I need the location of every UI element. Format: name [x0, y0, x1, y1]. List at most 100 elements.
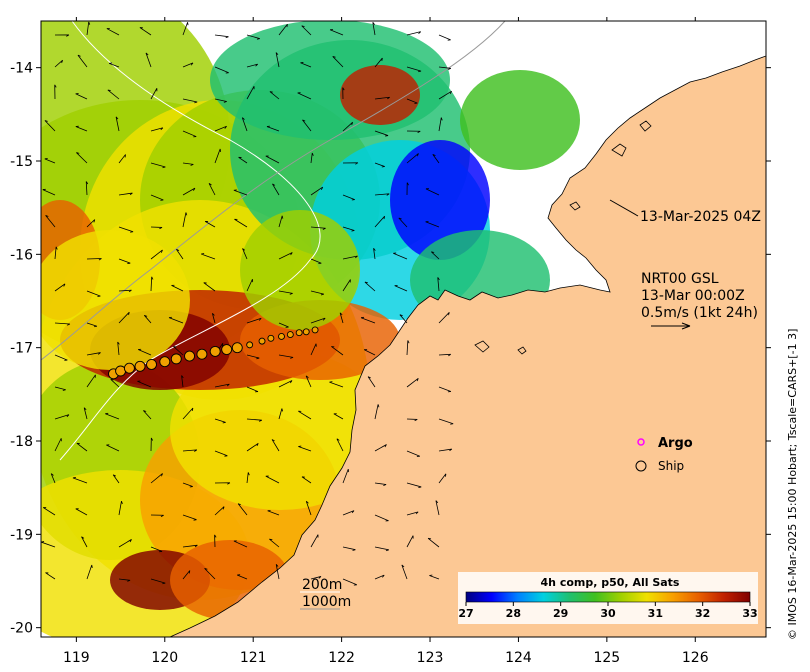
current-arrow: [394, 285, 408, 292]
current-arrow: [168, 316, 184, 324]
current-arrow: [76, 152, 88, 164]
current-arrow: [398, 217, 408, 228]
colorbar: 4h comp, p50, All Sats 27 28 29 30 31 32 33: [458, 572, 758, 624]
current-arrow: [86, 564, 93, 580]
current-arrow: [246, 86, 255, 100]
current-arrow: [267, 509, 280, 516]
current-arrow: [86, 374, 96, 388]
current-arrow: [50, 473, 56, 484]
current-arrow: [106, 444, 120, 452]
current-arrow: [54, 34, 70, 37]
current-arrow: [118, 154, 126, 164]
current-arrow: [118, 258, 131, 265]
current-arrow: [406, 377, 419, 388]
current-arrow: [329, 381, 344, 388]
current-arrow: [246, 354, 260, 360]
current-arrow: [150, 127, 164, 132]
current-arrow: [150, 546, 163, 553]
current-arrow: [54, 438, 62, 452]
current-arrow: [118, 500, 123, 516]
current-arrow: [182, 98, 198, 104]
sst-time-label: 13-Mar-2025 04Z: [640, 209, 761, 225]
current-arrow: [204, 567, 216, 580]
x-tick-label: 126: [682, 650, 709, 666]
current-arrow: [86, 290, 101, 297]
current-arrow: [401, 564, 408, 580]
current-arrow: [331, 346, 344, 356]
current-arrow: [107, 89, 120, 100]
current-arrow: [45, 215, 56, 228]
current-arrow: [86, 219, 96, 228]
current-arrow: [182, 407, 194, 420]
current-arrow: [271, 439, 280, 452]
current-arrow: [374, 482, 387, 486]
x-tick-label: 125: [593, 650, 620, 666]
current-arrow: [246, 317, 262, 324]
current-arrow: [214, 450, 228, 457]
current-arrow: [233, 189, 248, 196]
ship-track-point: [295, 329, 303, 337]
current-arrow: [150, 473, 163, 484]
current-arrow: [150, 514, 164, 518]
current-arrow: [310, 317, 326, 324]
current-arrow: [342, 546, 356, 551]
ship-track-point: [170, 353, 182, 365]
x-tick-label: 123: [417, 650, 444, 666]
credit-text: © IMOS 16-Mar-2025 15:00 Hobart; Tscale=…: [786, 328, 799, 640]
current-scale-arrow: [651, 322, 691, 330]
current-arrow: [118, 192, 133, 196]
current-arrow: [429, 574, 440, 580]
current-arrow: [298, 445, 312, 452]
current-arrow: [182, 187, 196, 196]
x-tick-label: 121: [240, 650, 267, 666]
current-arrow: [406, 66, 422, 73]
ship-track: [108, 326, 319, 380]
current-arrow: [329, 29, 344, 36]
current-arrow: [406, 153, 419, 164]
current-arrow: [374, 96, 390, 100]
current-arrow: [438, 386, 452, 393]
current-arrow: [342, 510, 355, 516]
y-tick-label: -15: [10, 154, 33, 170]
current-arrow: [86, 322, 98, 328]
current-arrow: [182, 449, 198, 452]
current-arrow: [435, 500, 440, 516]
current-arrow: [214, 506, 225, 516]
colorbar-title: 4h comp, p50, All Sats: [541, 576, 680, 589]
current-arrow: [145, 52, 152, 68]
current-arrow: [171, 284, 184, 292]
current-arrow: [301, 476, 312, 484]
current-arrow: [150, 249, 163, 260]
sst-patch: [340, 65, 420, 125]
current-arrow: [203, 282, 216, 292]
current-arrow: [150, 276, 154, 292]
current-arrow: [150, 226, 163, 230]
ship-legend-label: Ship: [658, 459, 684, 473]
current-arrow: [234, 218, 248, 228]
current-arrow: [305, 500, 312, 516]
current-arrow: [150, 88, 158, 100]
current-arrow: [105, 412, 120, 420]
current-arrow: [238, 156, 248, 164]
current-arrow: [214, 125, 227, 132]
ship-track-point: [246, 341, 254, 349]
current-arrow: [41, 541, 56, 548]
current-arrow: [363, 349, 376, 356]
current-time: 13-Mar 00:00Z: [641, 288, 745, 304]
current-arrow: [302, 119, 312, 132]
current-arrow: [342, 162, 359, 165]
current-arrow: [246, 278, 254, 292]
current-arrow: [110, 378, 120, 388]
current-arrow: [81, 536, 88, 548]
current-arrow: [54, 59, 64, 68]
current-arrow: [237, 503, 248, 516]
y-tick-label: -14: [10, 61, 33, 77]
current-arrow: [117, 341, 120, 356]
ship-track-point: [278, 333, 285, 340]
current-arrow: [241, 117, 248, 132]
current-arrow: [342, 578, 357, 586]
colorbar-tick-label: 30: [600, 607, 616, 620]
current-arrow: [182, 130, 197, 138]
current-arrow: [374, 574, 385, 580]
y-tick-label: -18: [10, 434, 33, 450]
